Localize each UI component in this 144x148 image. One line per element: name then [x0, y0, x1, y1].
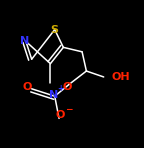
- Text: S: S: [51, 25, 59, 35]
- Text: OH: OH: [112, 72, 130, 82]
- Text: O: O: [23, 82, 32, 92]
- Text: −: −: [65, 105, 73, 114]
- Text: O: O: [63, 82, 72, 92]
- Text: N: N: [20, 36, 29, 46]
- Text: +: +: [57, 84, 64, 93]
- Text: N: N: [49, 90, 58, 100]
- Text: O: O: [56, 110, 65, 120]
